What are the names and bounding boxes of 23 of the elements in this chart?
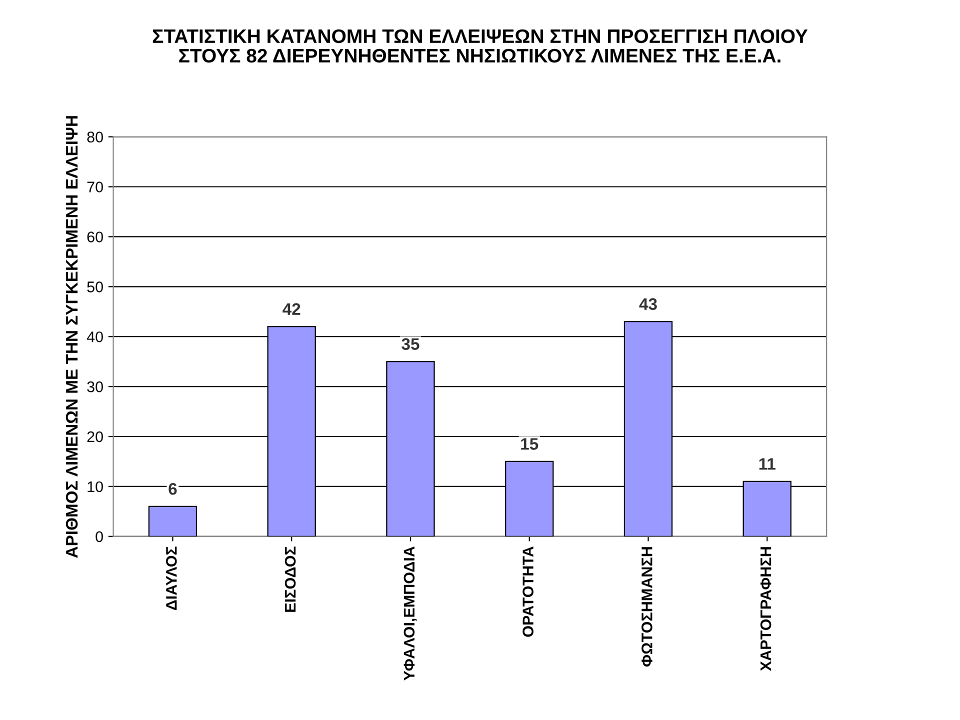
data-label: 11 (759, 458, 776, 470)
y-tick-label: 30 (87, 381, 103, 392)
x-tick-label: ΟΡΑΤΟΤΗΤΑ (522, 546, 534, 637)
data-label: 15 (521, 438, 538, 450)
x-tick-label: ΦΩΤΟΣΗΜΑΝΣΗ (642, 547, 652, 667)
data-label: 43 (639, 298, 657, 310)
y-tick-label: 20 (87, 431, 103, 442)
y-tick-label: 50 (87, 282, 103, 292)
y-tick-label: 70 (87, 182, 103, 192)
chart-title: ΣΤΑΤΙΣΤΙΚΗ ΚΑΤΑΝΟΜΗ ΤΩΝ ΕΛΛΕΙΨΕΩΝ ΣΤΗΝ ΠΡΟΣΕΓΓΙΣΗ ΠΛΟΙΟΥ ΣΤΟΥΣ 82 ΔΙΕΡΕΥΝΗΘΕΝΤΕΣ ΝΗΣΙΩΤΙΚΟΥΣ ΛΙΜΕΝΕΣ ΤΗΣ Ε.Ε.Α. (152, 29, 808, 63)
x-tick-label: ΕΙΣΟΔΟΣ (284, 546, 296, 612)
x-tick-label: ΧΑΡΤΟΓΡΑΦΗΣΗ (760, 547, 772, 672)
y-tick-label: 40 (86, 331, 103, 342)
x-tick-label: ΥΦΑΛΟΙ,ΕΜΠΟΔΙΑ (404, 546, 417, 681)
y-tick-label: 80 (87, 132, 103, 142)
y-tick-label: 60 (87, 232, 103, 242)
data-label: 35 (402, 338, 420, 350)
data-label: 42 (282, 303, 300, 315)
y-axis-title: ΑΡΙΘΜΟΣ ΛΙΜΕΝΩΝ ΜΕ ΤΗΝ ΣΥΓΚΕΚΡΙΜΕΝΗ ΕΛΛΕΙΨΗ (66, 116, 78, 558)
x-tick-label: ΔΙΑΥΛΟΣ (166, 546, 177, 610)
data-label: 6 (168, 483, 177, 495)
y-tick-label: 10 (88, 481, 103, 492)
y-tick-label: 0 (96, 531, 103, 542)
